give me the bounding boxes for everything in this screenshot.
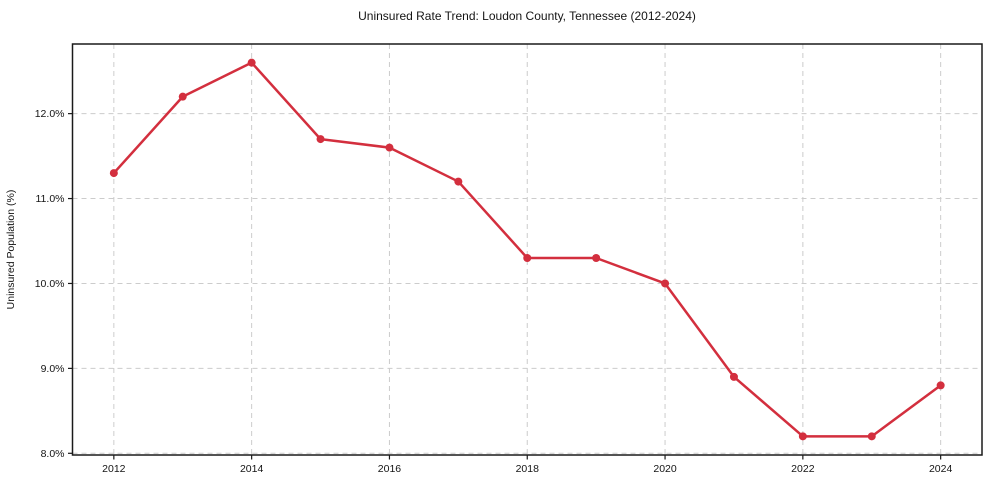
x-tick-label: 2014 — [240, 463, 264, 475]
data-point-marker — [798, 432, 807, 441]
data-point-marker — [454, 177, 463, 186]
x-tick-label: 2016 — [378, 463, 402, 475]
y-axis-label: Uninsured Population (%) — [5, 190, 17, 310]
data-point-marker — [178, 92, 187, 101]
gridlines — [72, 44, 982, 455]
y-tick-label: 9.0% — [41, 363, 65, 375]
y-tick-label: 8.0% — [41, 448, 65, 460]
data-point-marker — [729, 372, 738, 381]
x-tick-label: 2020 — [653, 463, 677, 475]
x-tick-label: 2022 — [791, 463, 815, 475]
data-point-marker — [385, 143, 394, 152]
x-tick-label: 2024 — [929, 463, 953, 475]
data-point-marker — [867, 432, 876, 441]
data-point-marker — [109, 169, 118, 178]
axis-ticks: 2012 2014 2016 2018 2020 2022 2024 8.0% 9.0% 10.0… — [35, 108, 953, 475]
data-point-marker — [936, 381, 945, 390]
data-series — [109, 58, 945, 441]
data-point-marker — [247, 58, 256, 67]
plot-border-rect — [71, 43, 983, 456]
x-tick-label: 2012 — [102, 463, 126, 475]
data-point-marker — [661, 279, 670, 288]
chart-title: Uninsured Rate Trend: Loudon County, Ten… — [358, 9, 696, 23]
y-tick-label: 12.0% — [35, 108, 65, 120]
data-point-marker — [592, 253, 601, 262]
plot-border — [71, 43, 983, 456]
data-point-marker — [523, 253, 532, 262]
y-tick-label: 11.0% — [36, 193, 65, 205]
y-tick-label: 10.0% — [35, 278, 65, 290]
data-point-marker — [316, 135, 325, 144]
x-tick-label: 2018 — [516, 463, 540, 475]
